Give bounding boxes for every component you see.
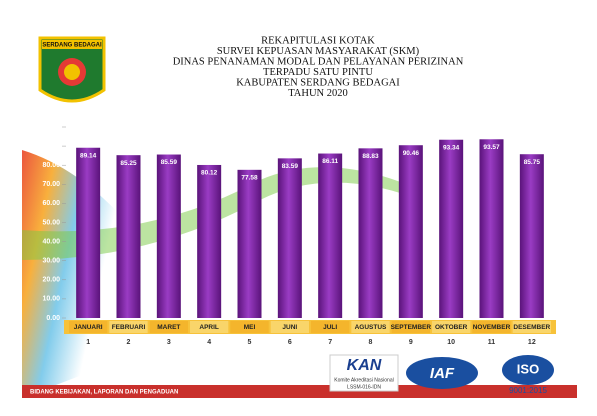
value-label: 85.75	[524, 159, 541, 166]
category-cell	[472, 321, 511, 333]
bar	[439, 139, 464, 318]
x-tick-label: JANUARI	[74, 324, 103, 331]
bar	[156, 154, 181, 318]
x-tick-label: NOVEMBER	[473, 324, 511, 331]
bar	[237, 169, 262, 318]
category-number: 5	[248, 339, 252, 346]
y-tick-label: 20.00	[42, 277, 60, 284]
x-tick-label: DESEMBER	[513, 324, 550, 331]
x-tick-label: MARET	[157, 324, 180, 331]
category-cell	[391, 321, 430, 333]
iso: ISO	[517, 361, 539, 376]
bar	[358, 148, 383, 318]
value-label: 93.57	[483, 144, 500, 151]
bar	[116, 155, 141, 318]
x-tick-label: OKTOBER	[435, 324, 468, 331]
bar	[76, 147, 101, 318]
y-tick-label: 100.00	[39, 124, 61, 131]
x-tick-label: MEI	[244, 324, 256, 331]
y-tick-label: 90.00	[42, 143, 60, 150]
category-cell	[190, 321, 229, 333]
swirl	[22, 150, 200, 398]
y-tick-label: 60.00	[42, 200, 60, 207]
value-label: 85.59	[161, 159, 178, 166]
kan-code: LSSM-016-IDN	[347, 384, 381, 390]
chart-title: TERPADU SATU PINTU	[263, 67, 373, 78]
category-number: 7	[328, 339, 332, 346]
category-cell	[270, 321, 309, 333]
category-number: 3	[167, 339, 171, 346]
category-cell	[432, 321, 471, 333]
footer: BIDANG KEBIJAKAN, LAPORAN DAN PENGADUAN	[30, 390, 178, 396]
x-tick-label: SEPTEMBER	[391, 324, 432, 331]
chart-title: KABUPATEN SERDANG BEDAGAI	[236, 77, 400, 88]
category-number: 4	[207, 339, 211, 346]
logo: SERDANG BEDAGAI	[38, 36, 106, 103]
kan-sub: Komite Akreditasi Nasional	[334, 377, 393, 383]
x-tick-label: APRIL	[199, 324, 219, 331]
y-tick-label: 30.00	[42, 258, 60, 265]
kan: KAN	[347, 357, 382, 374]
chart-title: REKAPITULASI KOTAK	[261, 35, 375, 46]
value-label: 88.83	[362, 153, 379, 160]
value-label: 89.14	[80, 152, 97, 159]
value-label: 90.46	[403, 150, 420, 157]
category-number: 11	[488, 339, 496, 346]
x-tick-label: FEBRUARI	[112, 324, 146, 331]
y-tick-label: 70.00	[42, 181, 60, 188]
category-number: 6	[288, 339, 292, 346]
category-number: 10	[447, 339, 455, 346]
y-tick-label: 40.00	[42, 238, 60, 245]
category-number: 12	[528, 339, 536, 346]
bar	[197, 164, 222, 318]
category-cell	[351, 321, 390, 333]
bar	[398, 145, 423, 318]
category-cell	[69, 321, 108, 333]
category-cell	[311, 321, 350, 333]
certs: KAN Komite Akreditasi Nasional LSSM-016-…	[329, 354, 554, 395]
y-tick-label: 50.00	[42, 219, 60, 226]
category-number: 9	[409, 339, 413, 346]
bar	[318, 153, 343, 318]
y-tick-label: 0.00	[46, 315, 60, 322]
x-tick-label: AGUSTUS	[355, 324, 387, 331]
bar	[519, 154, 544, 318]
iaf: IAF	[430, 365, 455, 382]
value-label: 83.59	[282, 163, 299, 170]
category-cell	[109, 321, 148, 333]
category-number: 1	[86, 339, 90, 346]
value-label: 77.58	[241, 175, 258, 182]
logo-text: SERDANG BEDAGAI	[42, 43, 102, 49]
bar	[479, 139, 504, 318]
category-cell	[512, 321, 551, 333]
y-tick-label: 10.00	[42, 296, 60, 303]
value-label: 80.12	[201, 170, 218, 177]
iso-code: 9001:2015	[509, 386, 547, 395]
chart-title: SURVEI KEPUASAN MASYARAKAT (SKM)	[217, 46, 420, 57]
value-label: 93.34	[443, 144, 460, 151]
x-tick-label: JUNI	[282, 324, 297, 331]
category-cell	[230, 321, 269, 333]
category-number: 8	[369, 339, 373, 346]
x-tick-label: JULI	[323, 324, 337, 331]
value-label: 86.11	[322, 158, 338, 165]
value-label: 85.25	[120, 160, 137, 167]
y-tick-label: 80.00	[42, 162, 60, 169]
category-cell	[149, 321, 188, 333]
chart-title: TAHUN 2020	[288, 88, 348, 99]
bar	[277, 158, 302, 318]
category-number: 2	[127, 339, 131, 346]
chart-title: DINAS PENANAMAN MODAL DAN PELAYANAN PERI…	[173, 56, 464, 67]
